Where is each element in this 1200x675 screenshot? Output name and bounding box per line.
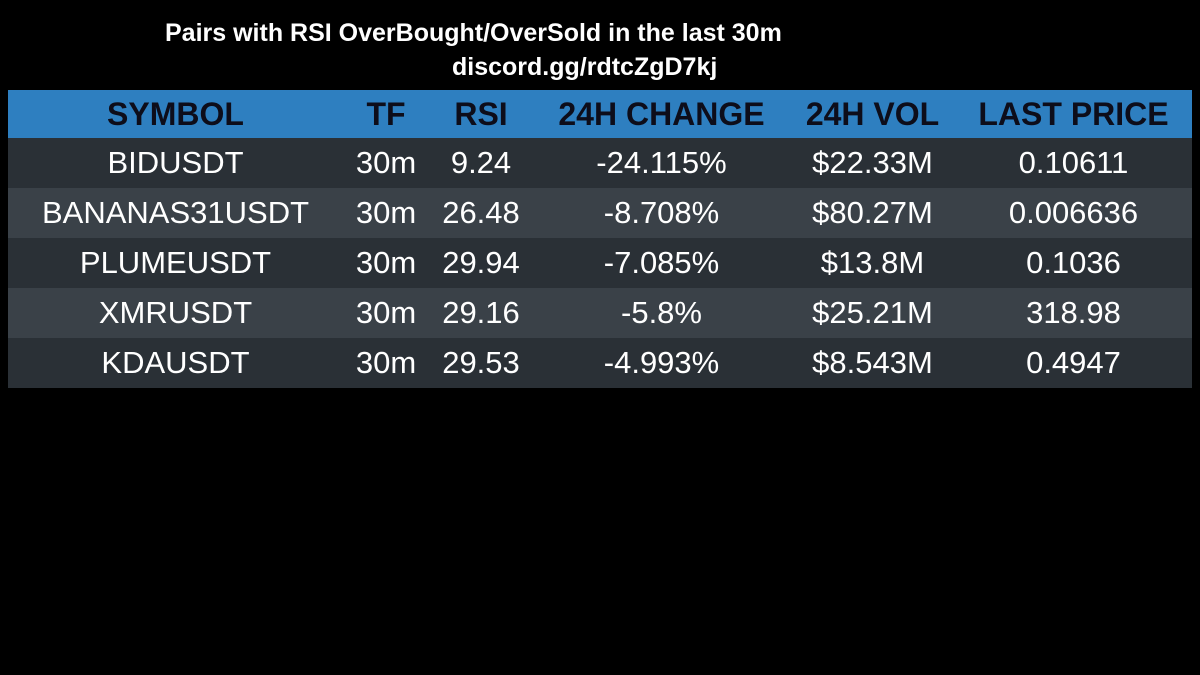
- cell-24h-change: -4.993%: [603, 345, 720, 380]
- cell-24h-change: -5.8%: [621, 295, 702, 330]
- cell-last-price: 318.98: [1026, 295, 1121, 330]
- table-row: KDAUSDT 30m 29.53 -4.993% $8.543M 0.4947: [8, 338, 1192, 388]
- cell-last-price: 0.10611: [1018, 145, 1129, 180]
- cell-tf: 30m: [355, 195, 417, 230]
- cell-symbol: XMRUSDT: [98, 295, 253, 330]
- cell-rsi: 26.48: [442, 195, 520, 230]
- table-header-row: SYMBOL TF RSI 24H CHANGE 24H VOL LAST PR…: [8, 90, 1192, 138]
- cell-symbol: PLUMEUSDT: [79, 245, 272, 280]
- table-row: PLUMEUSDT 30m 29.94 -7.085% $13.8M 0.103…: [8, 238, 1192, 288]
- column-header-24h-change: 24H CHANGE: [558, 96, 765, 132]
- cell-symbol: BIDUSDT: [107, 145, 244, 180]
- cell-tf: 30m: [355, 145, 417, 180]
- cell-symbol: KDAUSDT: [101, 345, 250, 380]
- cell-last-price: 0.006636: [1008, 195, 1139, 230]
- cell-24h-vol: $22.33M: [812, 145, 933, 180]
- cell-last-price: 0.1036: [1026, 245, 1121, 280]
- cell-24h-change: -24.115%: [596, 145, 727, 180]
- cell-24h-change: -7.085%: [603, 245, 720, 280]
- table-row: XMRUSDT 30m 29.16 -5.8% $25.21M 318.98: [8, 288, 1192, 338]
- cell-rsi: 29.16: [442, 295, 520, 330]
- cell-rsi: 29.53: [442, 345, 520, 380]
- cell-24h-vol: $80.27M: [812, 195, 933, 230]
- cell-last-price: 0.4947: [1026, 345, 1121, 380]
- cell-rsi: 29.94: [442, 245, 520, 280]
- cell-tf: 30m: [355, 295, 417, 330]
- cell-24h-vol: $8.543M: [812, 345, 933, 380]
- table-row: BIDUSDT 30m 9.24 -24.115% $22.33M 0.1061…: [8, 138, 1192, 188]
- cell-tf: 30m: [355, 345, 417, 380]
- column-header-rsi: RSI: [454, 96, 508, 132]
- cell-24h-vol: $25.21M: [812, 295, 933, 330]
- table-row: BANANAS31USDT 30m 26.48 -8.708% $80.27M …: [8, 188, 1192, 238]
- column-header-symbol: SYMBOL: [107, 96, 244, 132]
- cell-tf: 30m: [355, 245, 417, 280]
- rsi-table: SYMBOL TF RSI 24H CHANGE 24H VOL LAST PR…: [8, 90, 1192, 388]
- cell-symbol: BANANAS31USDT: [41, 195, 310, 230]
- column-header-24h-vol: 24H VOL: [805, 96, 940, 132]
- cell-24h-change: -8.708%: [603, 195, 720, 230]
- column-header-last-price: LAST PRICE: [978, 96, 1169, 132]
- page-title: Pairs with RSI OverBought/OverSold in th…: [165, 19, 782, 47]
- column-header-tf: TF: [366, 96, 406, 132]
- cell-rsi: 9.24: [450, 145, 512, 180]
- discord-link[interactable]: discord.gg/rdtcZgD7kj: [452, 53, 718, 81]
- cell-24h-vol: $13.8M: [820, 245, 925, 280]
